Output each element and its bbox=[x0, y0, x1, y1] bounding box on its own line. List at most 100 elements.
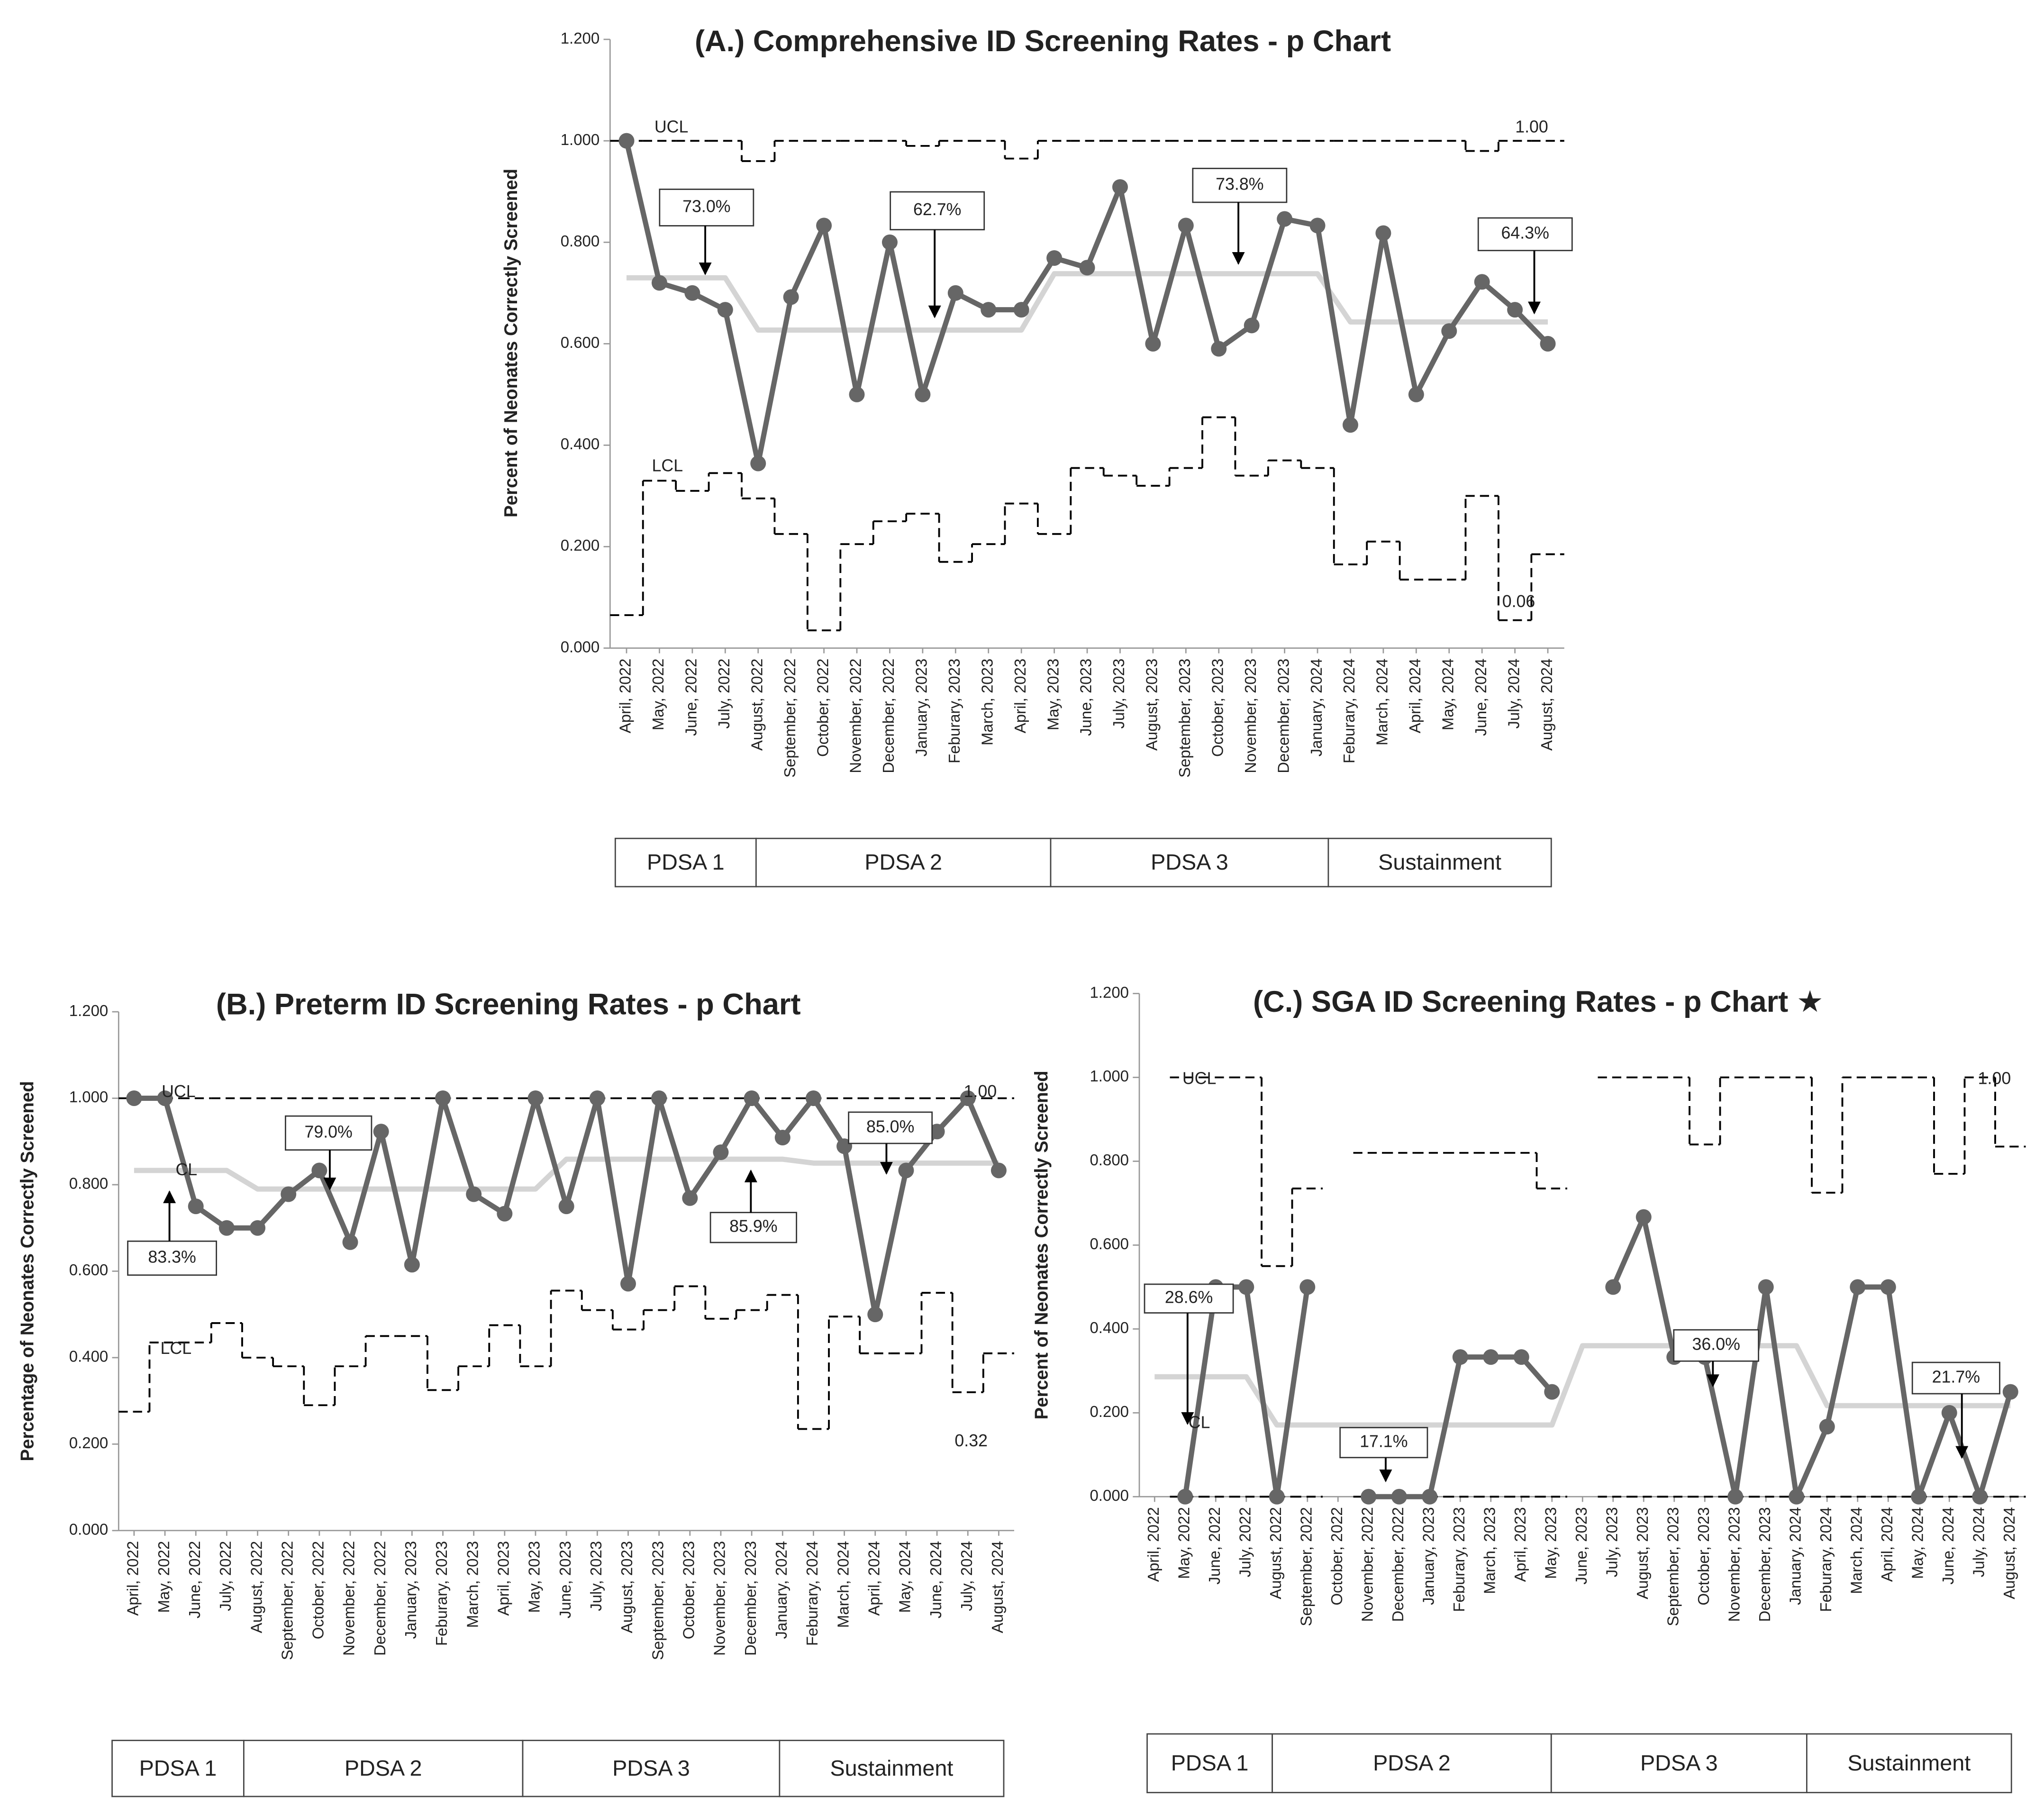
center-line bbox=[1154, 1343, 2011, 1428]
annotation-label: 64.3% bbox=[1501, 224, 1549, 243]
rate-point bbox=[774, 1130, 790, 1146]
center-line bbox=[134, 1156, 999, 1192]
rate-point bbox=[1605, 1279, 1621, 1295]
x-tick-label: June, 2024 bbox=[1939, 1507, 1957, 1584]
y-tick-label: 1.200 bbox=[561, 29, 600, 47]
phase-box bbox=[243, 1740, 524, 1797]
annotation-box bbox=[1477, 217, 1573, 252]
rate-point bbox=[1269, 1488, 1285, 1505]
phase-label: PDSA 3 bbox=[1151, 850, 1228, 874]
y-tick-label: 0.800 bbox=[561, 232, 600, 250]
rate-point bbox=[1391, 1488, 1407, 1505]
annotation-label: 73.8% bbox=[1216, 175, 1263, 194]
x-tick-label: January, 2024 bbox=[1786, 1507, 1804, 1605]
rate-point bbox=[1112, 179, 1128, 195]
x-tick-label: December, 2023 bbox=[742, 1541, 759, 1656]
x-tick-label: May, 2024 bbox=[896, 1541, 914, 1613]
x-tick-label: June, 2023 bbox=[556, 1541, 574, 1618]
rate-point bbox=[1819, 1419, 1835, 1435]
y-tick-label: 1.000 bbox=[69, 1088, 109, 1106]
x-tick-label: Feburary, 2024 bbox=[803, 1541, 821, 1646]
rate-point bbox=[1452, 1349, 1468, 1365]
phase-label: Sustainment bbox=[1847, 1751, 1971, 1775]
x-tick-label: January, 2023 bbox=[913, 659, 930, 757]
rate-point bbox=[404, 1257, 420, 1273]
rate-point bbox=[717, 302, 733, 318]
annotation-box bbox=[890, 191, 985, 231]
phase-label: Sustainment bbox=[830, 1756, 953, 1780]
y-tick-label: 0.600 bbox=[561, 334, 600, 351]
annotation-box bbox=[127, 1240, 217, 1276]
rate-point bbox=[849, 386, 865, 402]
y-axis-title: Percentage of Neonates Correctly Screene… bbox=[18, 1081, 38, 1461]
rate-point bbox=[1046, 250, 1063, 266]
rate-point bbox=[1513, 1349, 1529, 1365]
annotation-box bbox=[1339, 1427, 1428, 1459]
rate-point bbox=[1277, 211, 1293, 227]
rate-point bbox=[435, 1090, 451, 1107]
phase-label: PDSA 1 bbox=[647, 850, 725, 874]
rate-point bbox=[1850, 1279, 1866, 1295]
chart-title: (C.) SGA ID Screening Rates - p Chart ★ bbox=[1253, 985, 1824, 1018]
rate-point bbox=[1507, 302, 1523, 318]
rate-point bbox=[1361, 1488, 1377, 1505]
annotation-label: 0.32 bbox=[954, 1431, 988, 1450]
y-axis-title: Percent of Neonates Correctly Screened bbox=[501, 169, 521, 517]
x-tick-label: August, 2022 bbox=[1267, 1507, 1284, 1599]
y-tick-label: 0.400 bbox=[69, 1348, 109, 1365]
x-tick-label: March, 2024 bbox=[1373, 659, 1391, 745]
y-tick-label: 0.800 bbox=[1090, 1151, 1129, 1169]
x-tick-label: August, 2024 bbox=[1538, 659, 1555, 751]
x-tick-label: April, 2023 bbox=[495, 1541, 512, 1616]
x-tick-label: July, 2023 bbox=[587, 1541, 605, 1611]
rate-line bbox=[1182, 1214, 2013, 1499]
x-tick-label: Feburary, 2024 bbox=[1340, 659, 1358, 763]
x-tick-label: January, 2023 bbox=[402, 1541, 419, 1639]
rate-point bbox=[218, 1220, 235, 1236]
phase-box bbox=[1327, 837, 1552, 888]
rate-point bbox=[1211, 341, 1227, 357]
rate-point bbox=[589, 1090, 605, 1107]
y-tick-label: 1.000 bbox=[561, 131, 600, 148]
rate-point bbox=[311, 1162, 327, 1179]
rate-point bbox=[620, 1276, 636, 1292]
x-tick-label: July, 2024 bbox=[1970, 1507, 1987, 1577]
x-tick-label: July, 2022 bbox=[1236, 1507, 1254, 1577]
x-tick-label: April, 2022 bbox=[124, 1541, 142, 1616]
x-tick-label: December, 2023 bbox=[1274, 659, 1292, 773]
x-tick-label: January, 2024 bbox=[1308, 659, 1325, 757]
annotation-box bbox=[848, 1111, 933, 1144]
rate-point bbox=[1079, 260, 1095, 276]
x-tick-label: Feburary, 2023 bbox=[433, 1541, 450, 1646]
x-tick-label: September, 2022 bbox=[278, 1541, 296, 1660]
rate-point bbox=[960, 1090, 976, 1107]
rate-point bbox=[1013, 302, 1029, 318]
rate-point bbox=[1635, 1209, 1652, 1225]
phase-label: PDSA 2 bbox=[864, 850, 942, 874]
rate-point bbox=[342, 1234, 358, 1250]
x-tick-label: September, 2023 bbox=[649, 1541, 666, 1660]
y-tick-label: 0.000 bbox=[1090, 1487, 1129, 1504]
rate-point bbox=[1474, 274, 1490, 290]
x-tick-label: April, 2024 bbox=[1878, 1507, 1896, 1582]
x-tick-label: October, 2023 bbox=[680, 1541, 698, 1639]
rate-point bbox=[783, 289, 799, 305]
x-tick-label: October, 2022 bbox=[814, 659, 831, 757]
y-tick-label: 0.000 bbox=[69, 1521, 109, 1538]
rate-point bbox=[527, 1090, 544, 1107]
rate-point bbox=[1145, 336, 1161, 352]
x-tick-label: March, 2023 bbox=[1481, 1507, 1498, 1594]
y-tick-label: 0.400 bbox=[561, 435, 600, 453]
x-tick-label: May, 2023 bbox=[1542, 1507, 1559, 1579]
x-tick-label: July, 2022 bbox=[715, 659, 733, 729]
rate-point bbox=[1544, 1384, 1560, 1400]
rate-point bbox=[1540, 336, 1556, 352]
rate-point bbox=[1972, 1488, 1988, 1505]
rate-point bbox=[990, 1162, 1007, 1179]
rate-point bbox=[805, 1090, 821, 1107]
x-tick-label: March, 2023 bbox=[463, 1541, 481, 1628]
x-tick-label: August, 2023 bbox=[1634, 1507, 1651, 1599]
rate-point bbox=[1441, 323, 1457, 339]
rate-point bbox=[867, 1307, 883, 1323]
x-tick-label: June, 2024 bbox=[927, 1541, 945, 1618]
